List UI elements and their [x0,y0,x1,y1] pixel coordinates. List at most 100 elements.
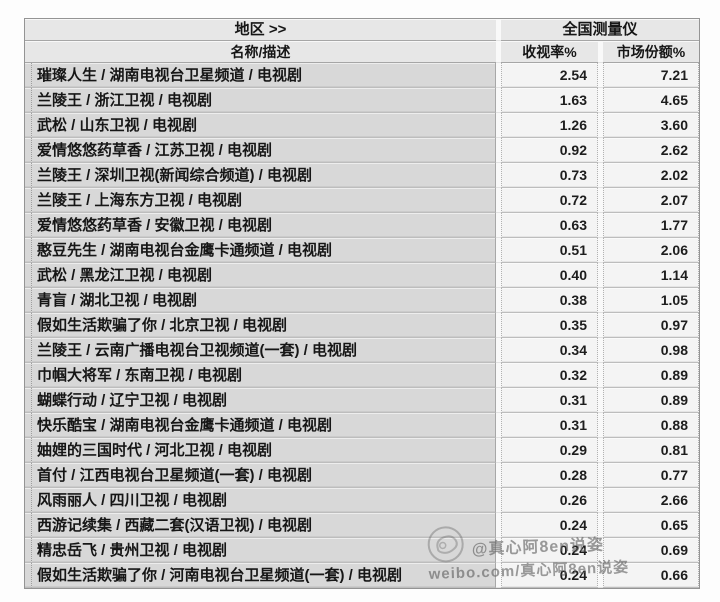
table-row[interactable]: 风雨丽人 / 四川卫视 / 电视剧 0.26 2.66 [25,488,699,513]
program-name: 爱情悠悠药草香 / 江苏卫视 / 电视剧 [37,142,273,159]
table-row[interactable]: 兰陵王 / 云南广播电视台卫视频道(一套) / 电视剧 0.34 0.98 [25,338,699,363]
rating-value: 0.31 [559,392,587,408]
share-cell: 1.14 [603,263,699,288]
table-row[interactable]: 假如生活欺骗了你 / 北京卫视 / 电视剧 0.35 0.97 [25,313,699,338]
share-column-header[interactable]: 市场份额% [603,41,699,63]
rating-cell: 0.24 [501,538,598,563]
program-name: 憨豆先生 / 湖南电视台金鹰卡通频道 / 电视剧 [37,242,333,259]
share-cell: 3.60 [603,113,699,138]
program-name: 假如生活欺骗了你 / 河南电视台卫星频道(一套) / 电视剧 [37,567,402,584]
program-name-cell: 兰陵王 / 浙江卫视 / 电视剧 [32,88,496,113]
column-gap [496,388,501,413]
program-name-cell: 爱情悠悠药草香 / 江苏卫视 / 电视剧 [32,138,496,163]
column-gap [496,438,501,463]
rating-value: 1.63 [559,92,587,108]
table-row[interactable]: 妯娌的三国时代 / 河北卫视 / 电视剧 0.29 0.81 [25,438,699,463]
rating-value: 0.73 [559,167,587,183]
program-name: 首付 / 江西电视台卫星频道(一套) / 电视剧 [37,467,312,484]
table-row[interactable]: 兰陵王 / 上海东方卫视 / 电视剧 0.72 2.07 [25,188,699,213]
program-name: 风雨丽人 / 四川卫视 / 电视剧 [37,492,228,509]
column-gap [598,238,603,263]
column-gap [496,538,501,563]
table-row[interactable]: 西游记续集 / 西藏二套(汉语卫视) / 电视剧 0.24 0.65 [25,513,699,538]
column-gap [598,338,603,363]
share-value: 1.05 [660,292,688,308]
program-name-cell: 武松 / 山东卫视 / 电视剧 [32,113,496,138]
table-row[interactable]: 快乐酷宝 / 湖南电视台金鹰卡通频道 / 电视剧 0.31 0.88 [25,413,699,438]
table-row[interactable]: 武松 / 黑龙江卫视 / 电视剧 0.40 1.14 [25,263,699,288]
share-cell: 0.65 [603,513,699,538]
table-row[interactable]: 蝴蝶行动 / 辽宁卫视 / 电视剧 0.31 0.89 [25,388,699,413]
program-name: 精忠岳飞 / 贵州卫视 / 电视剧 [37,542,228,559]
ratings-table: 地区 >> 全国测量仪 名称/描述 收视率% 市场份额% 璀璨人生 / 湖南电视… [24,18,700,589]
column-gap [496,163,501,188]
row-gutter [25,113,32,138]
row-gutter [25,63,32,88]
column-gap [598,563,603,588]
rating-cell: 0.38 [501,288,598,313]
rating-cell: 0.24 [501,513,598,538]
column-gap [598,513,603,538]
row-gutter [25,388,32,413]
column-gap [496,41,501,63]
column-gap [496,288,501,313]
program-name-cell: 兰陵王 / 深圳卫视(新闻综合频道) / 电视剧 [32,163,496,188]
rating-value: 0.38 [559,292,587,308]
program-name-cell: 巾帼大将军 / 东南卫视 / 电视剧 [32,363,496,388]
share-value: 0.66 [660,567,688,583]
table-row[interactable]: 精忠岳飞 / 贵州卫视 / 电视剧 0.24 0.69 [25,538,699,563]
column-gap [598,288,603,313]
table-row[interactable]: 爱情悠悠药草香 / 江苏卫视 / 电视剧 0.92 2.62 [25,138,699,163]
table-row[interactable]: 假如生活欺骗了你 / 河南电视台卫星频道(一套) / 电视剧 0.24 0.66 [25,563,699,588]
column-gap [496,488,501,513]
share-cell: 1.05 [603,288,699,313]
program-name-cell: 蝴蝶行动 / 辽宁卫视 / 电视剧 [32,388,496,413]
column-gap [496,238,501,263]
rating-cell: 0.24 [501,563,598,588]
table-row[interactable]: 兰陵王 / 浙江卫视 / 电视剧 1.63 4.65 [25,88,699,113]
program-name-cell: 憨豆先生 / 湖南电视台金鹰卡通频道 / 电视剧 [32,238,496,263]
column-gap [496,63,501,88]
column-gap [598,463,603,488]
name-column-header[interactable]: 名称/描述 [25,41,496,63]
rating-cell: 0.51 [501,238,598,263]
row-gutter [25,288,32,313]
rating-value: 0.63 [559,217,587,233]
rating-cell: 0.73 [501,163,598,188]
row-gutter [25,413,32,438]
row-gutter [25,538,32,563]
table-row[interactable]: 首付 / 江西电视台卫星频道(一套) / 电视剧 0.28 0.77 [25,463,699,488]
table-row[interactable]: 爱情悠悠药草香 / 安徽卫视 / 电视剧 0.63 1.77 [25,213,699,238]
share-cell: 0.97 [603,313,699,338]
row-gutter [25,338,32,363]
share-cell: 0.77 [603,463,699,488]
rating-column-header[interactable]: 收视率% [501,41,598,63]
table-row[interactable]: 青盲 / 湖北卫视 / 电视剧 0.38 1.05 [25,288,699,313]
column-gap [598,263,603,288]
table-row[interactable]: 巾帼大将军 / 东南卫视 / 电视剧 0.32 0.89 [25,363,699,388]
header-row-top: 地区 >> 全国测量仪 [25,19,699,41]
share-value: 2.62 [660,142,688,158]
row-gutter [25,163,32,188]
column-gap [598,188,603,213]
column-gap [496,213,501,238]
column-gap [496,563,501,588]
table-row[interactable]: 憨豆先生 / 湖南电视台金鹰卡通频道 / 电视剧 0.51 2.06 [25,238,699,263]
share-value: 2.06 [660,242,688,258]
table-row[interactable]: 兰陵王 / 深圳卫视(新闻综合频道) / 电视剧 0.73 2.02 [25,163,699,188]
row-gutter [25,213,32,238]
rating-cell: 0.92 [501,138,598,163]
row-gutter [25,563,32,588]
program-name-cell: 首付 / 江西电视台卫星频道(一套) / 电视剧 [32,463,496,488]
table-row[interactable]: 武松 / 山东卫视 / 电视剧 1.26 3.60 [25,113,699,138]
header-row-sub: 名称/描述 收视率% 市场份额% [25,41,699,63]
region-header[interactable]: 地区 >> [25,19,496,41]
row-gutter [25,88,32,113]
table-row[interactable]: 璀璨人生 / 湖南电视台卫星频道 / 电视剧 2.54 7.21 [25,63,699,88]
program-name: 爱情悠悠药草香 / 安徽卫视 / 电视剧 [37,217,273,234]
meter-header: 全国测量仪 [501,19,699,41]
rating-value: 0.24 [559,567,587,583]
rating-value: 0.40 [559,267,587,283]
program-name-cell: 假如生活欺骗了你 / 北京卫视 / 电视剧 [32,313,496,338]
share-value: 2.66 [660,492,688,508]
